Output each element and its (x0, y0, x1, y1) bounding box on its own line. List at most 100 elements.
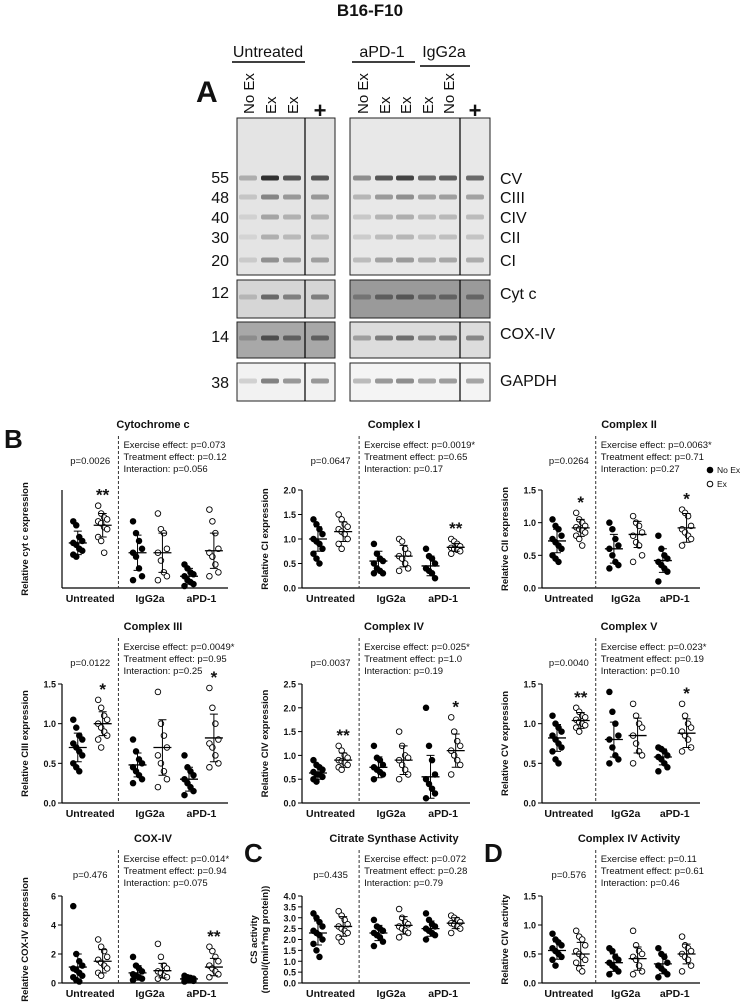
data-point (398, 538, 406, 545)
error-bar (609, 721, 618, 758)
blot-band (396, 175, 414, 181)
blot-band (466, 234, 484, 240)
error-bar (451, 542, 460, 552)
data-point (447, 714, 455, 721)
data-point (615, 956, 622, 964)
blot-band (396, 335, 414, 341)
x-tick-label: aPD-1 (428, 593, 458, 605)
blot-band (239, 214, 257, 220)
blot-panel (349, 321, 491, 359)
data-point (558, 545, 565, 553)
data-point (606, 760, 613, 767)
significance-star: * (683, 684, 690, 703)
data-point (313, 947, 320, 954)
error-bar (158, 532, 167, 573)
blot-band (311, 257, 329, 263)
data-point (422, 910, 430, 917)
significance-star: ** (574, 688, 588, 707)
data-point (609, 525, 616, 533)
data-point (572, 959, 580, 966)
error-bar (633, 946, 642, 971)
stats-line: Treatment effect: p=0.28 (364, 866, 467, 877)
data-point (206, 572, 213, 580)
data-point (154, 576, 162, 584)
data-point (629, 512, 637, 520)
data-point (70, 902, 77, 910)
stats-line: Exercise effect: p=0.025* (364, 642, 470, 653)
blot-band (439, 214, 457, 220)
data-point (338, 545, 345, 553)
y-tick-label: 3.5 (283, 902, 296, 912)
y-tick-label: 1.0 (283, 751, 296, 761)
data-point (678, 700, 686, 708)
blot-band (439, 378, 457, 384)
blot-band (418, 378, 436, 384)
stats-line: Interaction: p=0.17 (364, 464, 443, 475)
data-point (431, 931, 439, 939)
y-tick-label: 0.0 (283, 584, 296, 594)
data-point (370, 570, 378, 577)
data-point (549, 712, 556, 719)
blot-band (439, 234, 457, 240)
x-tick-label: Untreated (66, 988, 115, 1000)
blot-band (353, 378, 371, 384)
blot-panel (236, 321, 336, 359)
blot-panel (349, 117, 491, 276)
blot-band (239, 294, 257, 300)
data-point (638, 752, 646, 759)
band-label: CII (500, 230, 520, 247)
data-point (404, 921, 412, 928)
legend-marker (706, 466, 714, 474)
error-bar (98, 949, 107, 974)
data-point (310, 516, 317, 523)
p-value: p=0.0122 (70, 658, 110, 669)
data-point (76, 768, 83, 775)
error-bar (313, 526, 322, 552)
data-point (97, 704, 105, 712)
y-tick-label: 1.5 (43, 680, 56, 690)
y-tick-label: 1.0 (283, 957, 296, 967)
lane-label: No Ex (441, 73, 458, 114)
x-tick-label: aPD-1 (660, 988, 690, 1000)
data-point (395, 775, 403, 783)
blot-band (353, 234, 371, 240)
error-bar (576, 941, 585, 967)
data-point (319, 545, 326, 553)
data-point (558, 953, 565, 961)
data-point (163, 973, 171, 981)
data-point (215, 971, 222, 978)
x-tick-label: IgG2a (376, 593, 405, 605)
error-bar (209, 957, 218, 977)
x-tick-label: IgG2a (135, 593, 164, 605)
data-point (206, 506, 213, 513)
stats-line: Treatment effect: p=0.71 (601, 452, 704, 463)
x-tick-label: Untreated (544, 808, 593, 820)
data-point (97, 744, 105, 751)
blot-band (439, 194, 457, 200)
data-point (319, 936, 326, 943)
band-label: CIII (500, 190, 525, 207)
data-point (395, 905, 403, 913)
blot-band (353, 335, 371, 341)
data-point (678, 748, 686, 755)
data-point (629, 927, 637, 935)
blot-band (375, 335, 393, 341)
data-point (425, 742, 433, 750)
data-point (558, 744, 565, 751)
error-bar (184, 766, 193, 792)
data-point (422, 936, 430, 943)
blot-panel (349, 279, 491, 319)
blot-band (261, 214, 279, 220)
blot-panel (236, 117, 336, 276)
data-point (395, 934, 403, 941)
data-point (558, 532, 565, 539)
blot-band (439, 335, 457, 341)
data-point (154, 940, 162, 948)
legend-marker (706, 480, 714, 488)
chart-title: Complex II (601, 419, 657, 431)
blot-band (418, 335, 436, 341)
lane-label: Ex (420, 96, 437, 114)
error-bar (576, 712, 585, 729)
molecular-weight: 20 (211, 253, 229, 270)
error-bar (133, 534, 142, 571)
